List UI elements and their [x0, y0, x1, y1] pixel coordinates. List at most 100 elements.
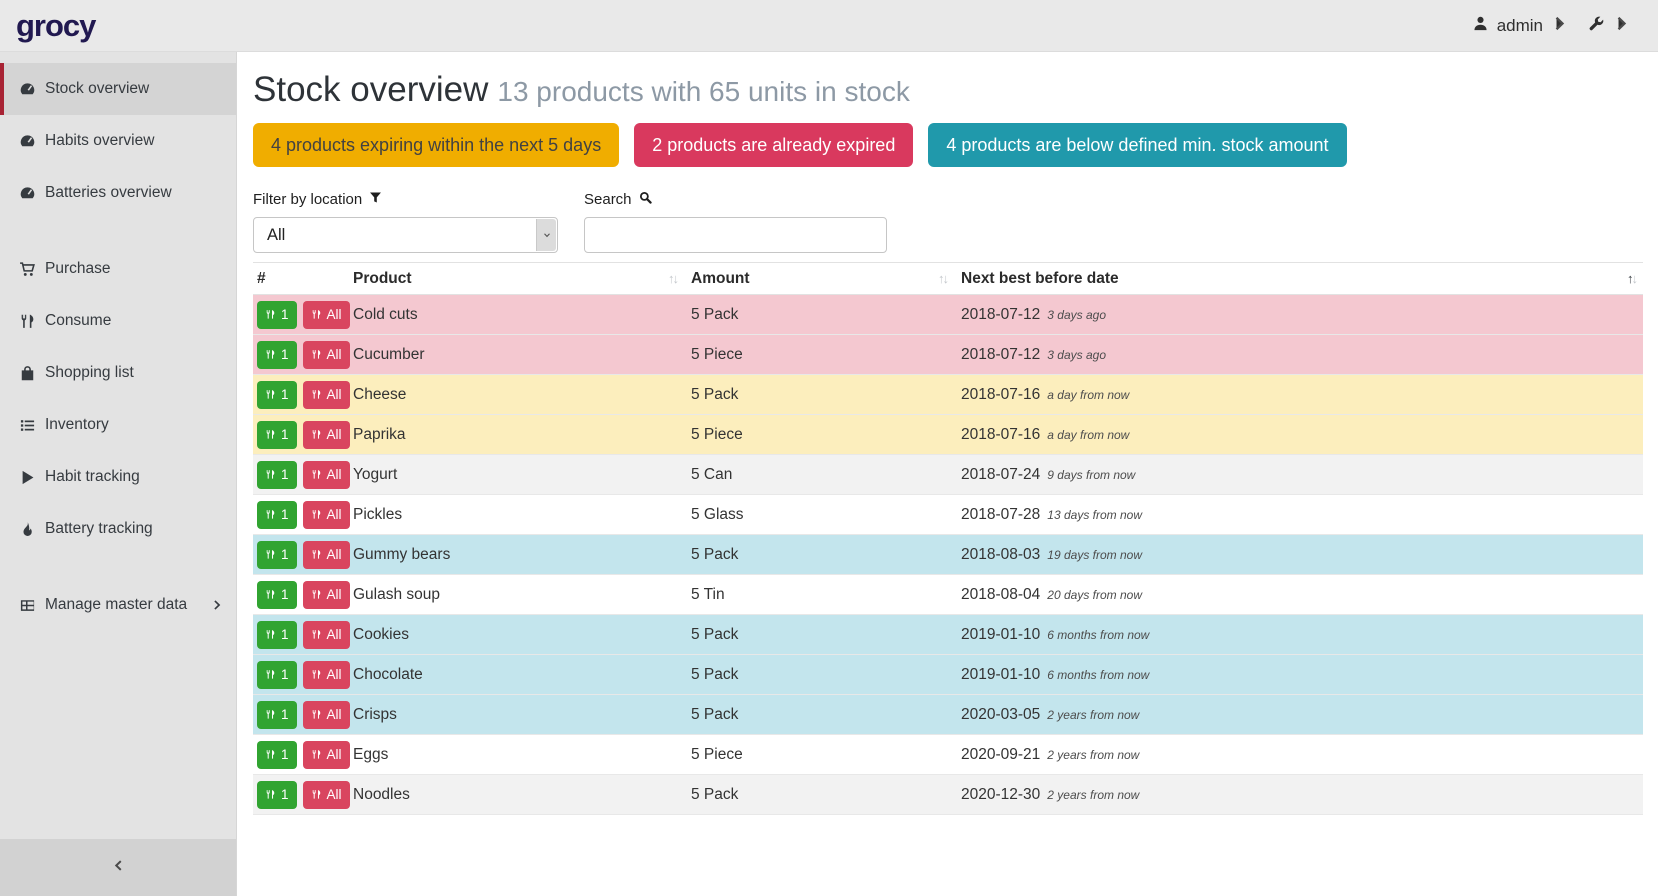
best-before-date: 2018-07-16 a day from now [961, 386, 1643, 404]
utensils-icon [265, 709, 276, 720]
location-select-value: All [267, 225, 286, 244]
consume-one-button[interactable]: 1 [257, 620, 297, 649]
consume-all-button[interactable]: All [302, 340, 350, 369]
amount: 5 Pack [691, 785, 739, 803]
utensils-icon [265, 349, 276, 360]
amount: 5 Pack [691, 665, 739, 683]
consume-all-button[interactable]: All [302, 700, 350, 729]
consume-one-button[interactable]: 1 [257, 460, 297, 489]
sidebar-item-label: Stock overview [45, 80, 150, 97]
amount: 5 Pack [691, 305, 739, 323]
status-badge[interactable]: 2 products are already expired [634, 123, 914, 168]
sidebar-item-label: Habit tracking [45, 468, 140, 485]
product-name: Chocolate [353, 665, 423, 683]
column-header-best-before[interactable]: Next best before date ↑↓ [961, 263, 1643, 294]
header-right: admin [1472, 15, 1630, 37]
consume-one-button[interactable]: 1 [257, 380, 297, 409]
sidebar-item-manage-master-data[interactable]: Manage master data [0, 579, 236, 631]
consume-all-button[interactable]: All [302, 460, 350, 489]
best-before-date: 2018-07-24 9 days from now [961, 466, 1643, 484]
sort-icon[interactable]: ↑↓ [938, 271, 949, 287]
consume-one-button[interactable]: 1 [257, 420, 297, 449]
consume-one-label: 1 [281, 387, 289, 403]
consume-all-label: All [326, 667, 342, 683]
consume-one-button[interactable]: 1 [257, 500, 297, 529]
consume-one-button[interactable]: 1 [257, 740, 297, 769]
sidebar: Stock overview Habits overview Batteries o… [0, 52, 237, 896]
consume-one-button[interactable]: 1 [257, 660, 297, 689]
sidebar-item-label: Habits overview [45, 132, 155, 149]
consume-all-button[interactable]: All [302, 380, 350, 409]
date-value: 2018-07-24 [961, 465, 1041, 483]
consume-all-button[interactable]: All [302, 500, 350, 529]
column-header-actions: # [253, 263, 353, 294]
consume-all-button[interactable]: All [302, 300, 350, 329]
table-row: 1 All Yogurt 5 Can 2018-07-24 9 days from now [253, 455, 1643, 496]
sidebar-item-shopping-list[interactable]: Shopping list [0, 347, 236, 399]
username: admin [1496, 15, 1543, 35]
table-row: 1 All Gummy bears 5 Pack 2018-08-03 19 days f… [253, 535, 1643, 576]
consume-one-button[interactable]: 1 [257, 780, 297, 809]
sidebar-item-consume[interactable]: Consume [0, 295, 236, 347]
consume-one-button[interactable]: 1 [257, 300, 297, 329]
best-before-date: 2019-01-10 6 months from now [961, 666, 1643, 684]
consume-one-label: 1 [281, 427, 289, 443]
consume-one-button[interactable]: 1 [257, 580, 297, 609]
column-header-product[interactable]: Product ↑↓ [353, 263, 691, 294]
consume-all-button[interactable]: All [302, 420, 350, 449]
consume-one-button[interactable]: 1 [257, 700, 297, 729]
sort-icon[interactable]: ↑↓ [668, 271, 679, 287]
date-relative: 6 months from now [1047, 627, 1150, 642]
amount: 5 Pack [691, 625, 739, 643]
row-actions: 1 All [253, 300, 353, 329]
sidebar-item-habit-tracking[interactable]: Habit tracking [0, 451, 236, 503]
consume-one-label: 1 [281, 587, 289, 603]
product-name: Eggs [353, 745, 389, 763]
user-menu[interactable]: admin [1472, 15, 1568, 37]
product-name: Gummy bears [353, 545, 451, 563]
date-value: 2019-01-10 [961, 665, 1041, 683]
consume-one-label: 1 [281, 707, 289, 723]
chevron-right-icon [1613, 15, 1630, 37]
best-before-date: 2020-12-30 2 years from now [961, 786, 1643, 804]
sidebar-item-batteries-overview[interactable]: Batteries overview [0, 167, 236, 219]
utensils-icon [311, 469, 322, 480]
sidebar-item-habits-overview[interactable]: Habits overview [0, 115, 236, 167]
consume-all-button[interactable]: All [302, 580, 350, 609]
date-relative: 2 years from now [1047, 787, 1140, 802]
page-subtitle: 13 products with 65 units in stock [497, 76, 910, 107]
consume-all-button[interactable]: All [302, 660, 350, 689]
consume-all-button[interactable]: All [302, 740, 350, 769]
consume-one-button[interactable]: 1 [257, 340, 297, 369]
table-row: 1 All Cold cuts 5 Pack 2018-07-12 3 days ago [253, 295, 1643, 336]
product-name: Cold cuts [353, 305, 418, 323]
sidebar-collapse-button[interactable] [0, 839, 236, 896]
search-label: Search [584, 191, 632, 209]
consume-all-label: All [326, 707, 342, 723]
status-badge[interactable]: 4 products are below defined min. stock … [928, 123, 1347, 168]
consume-one-button[interactable]: 1 [257, 540, 297, 569]
amount: 5 Pack [691, 705, 739, 723]
consume-all-button[interactable]: All [302, 780, 350, 809]
sidebar-item-stock-overview[interactable]: Stock overview [0, 63, 236, 115]
consume-all-button[interactable]: All [302, 620, 350, 649]
utensils-icon [311, 549, 322, 560]
search-input[interactable] [584, 217, 887, 254]
sort-icon[interactable]: ↑↓ [1627, 271, 1638, 287]
utensils-icon [265, 669, 276, 680]
sidebar-item-label: Manage master data [45, 596, 188, 613]
best-before-date: 2018-07-16 a day from now [961, 426, 1643, 444]
top-header: grocy admin [0, 0, 1658, 52]
status-badge[interactable]: 4 products expiring within the next 5 da… [253, 123, 620, 168]
sidebar-item-purchase[interactable]: Purchase [0, 243, 236, 295]
consume-all-button[interactable]: All [302, 540, 350, 569]
location-select[interactable]: All [253, 217, 558, 254]
settings-menu[interactable] [1588, 15, 1630, 37]
utensils-icon [265, 389, 276, 400]
sidebar-item-inventory[interactable]: Inventory [0, 399, 236, 451]
sidebar-item-battery-tracking[interactable]: Battery tracking [0, 503, 236, 555]
amount: 5 Pack [691, 385, 739, 403]
table-row: 1 All Crisps 5 Pack 2020-03-05 2 years from n… [253, 695, 1643, 736]
column-header-amount[interactable]: Amount ↑↓ [691, 263, 961, 294]
consume-one-label: 1 [281, 307, 289, 323]
